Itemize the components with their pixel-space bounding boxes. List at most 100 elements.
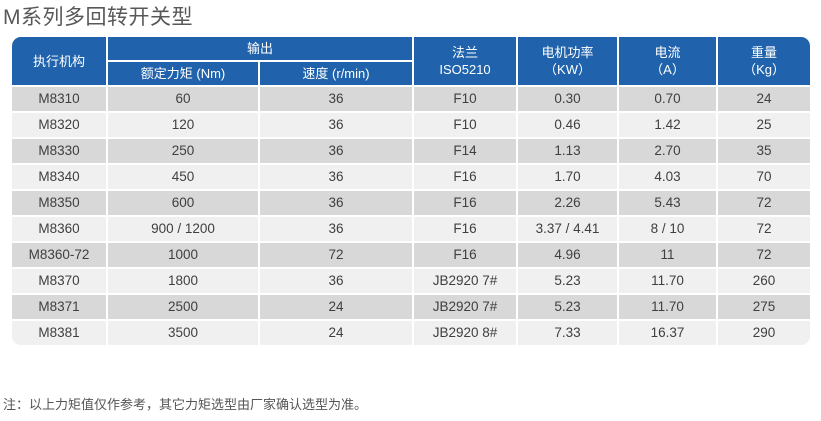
table-cell: 0.46	[518, 113, 618, 137]
header-speed: 速度 (r/min)	[260, 62, 413, 85]
table-cell: 250	[108, 139, 258, 163]
table-header: 执行机构 输出 法兰 ISO5210 电机功率 （KW） 电流 （A） 重量 （…	[12, 37, 811, 85]
table-row: M8310 60 36 F10 0.30 0.70 24	[12, 87, 811, 111]
table-cell: 3.37 / 4.41	[518, 217, 618, 241]
table-cell: 2.26	[518, 191, 618, 215]
header-current-line1: 电流	[654, 45, 681, 60]
table-cell: 36	[260, 217, 413, 241]
header-flange-line2: ISO5210	[439, 62, 491, 77]
table-cell: JB2920 7#	[414, 269, 517, 293]
table-row: M8370 1800 36 JB2920 7# 5.23 11.70 260	[12, 269, 811, 293]
header-torque: 额定力矩 (Nm)	[108, 62, 258, 85]
table-cell: 260	[718, 269, 811, 293]
table-row: M8371 2500 24 JB2920 7# 5.23 11.70 275	[12, 295, 811, 319]
header-flange: 法兰 ISO5210	[414, 37, 517, 85]
table-cell: 275	[718, 295, 811, 319]
table-cell: 36	[260, 113, 413, 137]
header-current: 电流 （A）	[619, 37, 717, 85]
table-cell: 900 / 1200	[108, 217, 258, 241]
header-weight-line2: （Kg）	[743, 62, 785, 77]
table-cell: JB2920 7#	[414, 295, 517, 319]
table-row: M8330 250 36 F14 1.13 2.70 35	[12, 139, 811, 163]
header-output-group: 输出	[108, 37, 413, 60]
table-cell: F10	[414, 87, 517, 111]
table-cell: 290	[718, 321, 811, 345]
header-power-line2: （KW）	[544, 62, 591, 77]
table-cell: 60	[108, 87, 258, 111]
table-cell: 25	[718, 113, 811, 137]
table-cell: 2500	[108, 295, 258, 319]
table-cell: 7.33	[518, 321, 618, 345]
table-row: M8360-72 1000 72 F16 4.96 11 72	[12, 243, 811, 267]
table-cell: 5.23	[518, 295, 618, 319]
table-cell: 24	[260, 295, 413, 319]
table-row: M8320 120 36 F10 0.46 1.42 25	[12, 113, 811, 137]
table-cell: 4.03	[619, 165, 717, 189]
table-cell: 11	[619, 243, 717, 267]
table-cell: M8371	[12, 295, 106, 319]
table-cell: F16	[414, 243, 517, 267]
table-cell: 16.37	[619, 321, 717, 345]
table-cell: 36	[260, 269, 413, 293]
table-cell: F16	[414, 165, 517, 189]
table-cell: 1000	[108, 243, 258, 267]
table-cell: 36	[260, 165, 413, 189]
table-cell: 36	[260, 191, 413, 215]
table-cell: 1.70	[518, 165, 618, 189]
header-row-sub: 额定力矩 (Nm) 速度 (r/min)	[12, 62, 810, 85]
table-cell: 5.23	[518, 269, 618, 293]
table-cell: 5.43	[619, 191, 717, 215]
header-power: 电机功率 （KW）	[518, 37, 618, 85]
header-weight-line1: 重量	[751, 45, 778, 60]
header-row-top: 执行机构 输出 法兰 ISO5210 电机功率 （KW） 电流 （A） 重量 （…	[12, 37, 811, 85]
table-cell: 36	[260, 139, 413, 163]
header-weight: 重量 （Kg）	[718, 37, 811, 85]
table-cell: F14	[414, 139, 517, 163]
table-cell: 1.13	[518, 139, 618, 163]
table-row: M8340 450 36 F16 1.70 4.03 70	[12, 165, 811, 189]
table-cell: M8310	[12, 87, 106, 111]
table-cell: M8370	[12, 269, 106, 293]
header-actuator: 执行机构	[12, 37, 106, 85]
table-cell: 72	[260, 243, 413, 267]
table-cell: JB2920 8#	[414, 321, 517, 345]
table-row: M8360 900 / 1200 36 F16 3.37 / 4.41 8 / 10 72	[12, 217, 811, 241]
header-power-line1: 电机功率	[541, 45, 594, 60]
table-cell: 72	[718, 217, 811, 241]
table-cell: M8381	[12, 321, 106, 345]
table-cell: 11.70	[619, 269, 717, 293]
table-cell: F16	[414, 191, 517, 215]
table-cell: M8320	[12, 113, 106, 137]
spec-table: 执行机构 输出 法兰 ISO5210 电机功率 （KW） 电流 （A） 重量 （…	[10, 35, 812, 347]
table-cell: 24	[718, 87, 811, 111]
table-cell: 24	[260, 321, 413, 345]
header-flange-line1: 法兰	[452, 45, 479, 60]
table-cell: 0.30	[518, 87, 618, 111]
table-cell: 0.70	[619, 87, 717, 111]
table-cell: M8350	[12, 191, 106, 215]
table-cell: M8360-72	[12, 243, 106, 267]
table-cell: M8360	[12, 217, 106, 241]
table-cell: 8 / 10	[619, 217, 717, 241]
table-cell: F16	[414, 217, 517, 241]
table-cell: 120	[108, 113, 258, 137]
table-cell: 72	[718, 191, 811, 215]
table-cell: 600	[108, 191, 258, 215]
footnote: 注：以上力矩值仅作参考，其它力矩选型由厂家确认选型为准。	[3, 397, 368, 412]
table-cell: 1800	[108, 269, 258, 293]
table-body: M8310 60 36 F10 0.30 0.70 24 M8320 120 36 F10 0.46 1…	[12, 87, 811, 345]
table-cell: 70	[718, 165, 811, 189]
table-cell: 35	[718, 139, 811, 163]
table-cell: 11.70	[619, 295, 717, 319]
header-current-line2: （A）	[650, 62, 685, 77]
table-row: M8381 3500 24 JB2920 8# 7.33 16.37 290	[12, 321, 811, 345]
table-row: M8350 600 36 F16 2.26 5.43 72	[12, 191, 811, 215]
table-cell: 4.96	[518, 243, 618, 267]
table-cell: 1.42	[619, 113, 717, 137]
table-cell: 36	[260, 87, 413, 111]
table-cell: M8330	[12, 139, 106, 163]
table-cell: 3500	[108, 321, 258, 345]
table-cell: F10	[414, 113, 517, 137]
table-cell: 2.70	[619, 139, 717, 163]
